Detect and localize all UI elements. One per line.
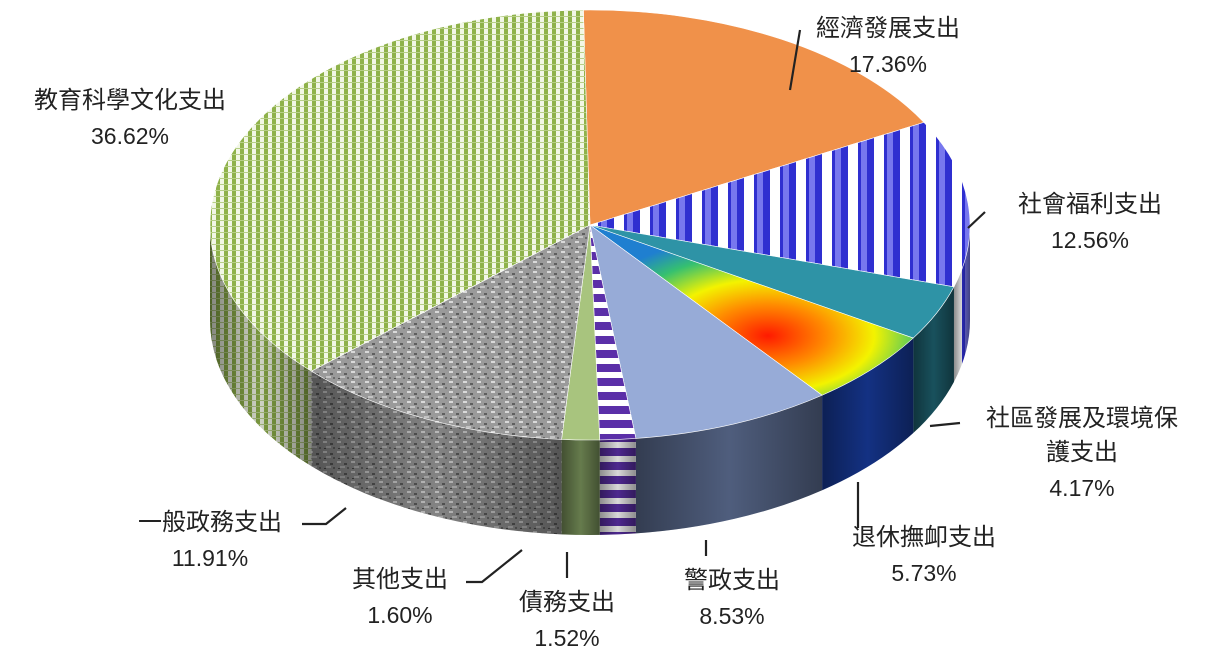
slice-1-60pct-value-label: 1.60% — [367, 602, 432, 628]
slice-11-91pct-value-label: 11.91% — [172, 545, 248, 571]
slice-17-36pct-label: 經濟發展支出 — [816, 14, 960, 42]
slice-11-91pct-leader-line — [302, 507, 347, 526]
slice-8-53pct-side-shade — [635, 395, 823, 534]
slice-4-17pct-side-shade — [913, 286, 954, 434]
slice-5-73pct-value-label: 5.73% — [891, 560, 956, 586]
slice-11-91pct — [310, 224, 591, 440]
slice-8-53pct — [589, 224, 823, 439]
slice-1-52pct-label: 債務支出 — [519, 588, 615, 616]
slice-17-36pct-value-label: 17.36% — [849, 51, 927, 77]
slice-12-56pct-leader-line — [967, 211, 986, 229]
slice-4-17pct-label-line-2: 護支出 — [1046, 438, 1118, 466]
slice-36-62pct — [209, 9, 591, 372]
slice-4-17pct-label-line-1: 社區發展及環境保 — [986, 404, 1178, 432]
slice-36-62pct-side-shade — [210, 225, 312, 467]
slice-4-17pct-leader-line — [929, 421, 961, 428]
slice-1-52pct-value-label: 1.52% — [534, 625, 599, 651]
slice-11-91pct-side-shade — [311, 371, 562, 535]
slice-11-91pct-label: 一般政務支出 — [138, 508, 282, 536]
slice-1-52pct-side-shade — [599, 438, 636, 535]
slice-12-56pct-side-shade — [953, 225, 970, 382]
slice-8-53pct-value-label: 8.53% — [699, 603, 764, 629]
slice-1-60pct-label: 其他支出 — [352, 565, 448, 593]
slice-5-73pct-label: 退休撫卹支出 — [852, 523, 996, 551]
slice-1-60pct-side-shade — [561, 439, 600, 536]
slice-8-53pct-label: 警政支出 — [684, 566, 780, 594]
slice-17-36pct — [583, 9, 925, 226]
slice-1-60pct-leader-line — [466, 549, 523, 584]
slice-12-56pct-value-label: 12.56% — [1051, 227, 1129, 253]
slice-36-62pct-label: 教育科學文化支出 — [34, 86, 226, 114]
slice-12-56pct-label: 社會福利支出 — [1018, 190, 1162, 218]
slice-5-73pct-side-shade — [822, 338, 914, 491]
slice-36-62pct-value-label: 36.62% — [91, 123, 169, 149]
slice-5-73pct — [589, 224, 914, 396]
slice-17-36pct-leader-line — [788, 29, 802, 91]
slice-12-56pct — [589, 122, 971, 288]
slice-4-17pct-value-label: 4.17% — [1049, 475, 1114, 501]
